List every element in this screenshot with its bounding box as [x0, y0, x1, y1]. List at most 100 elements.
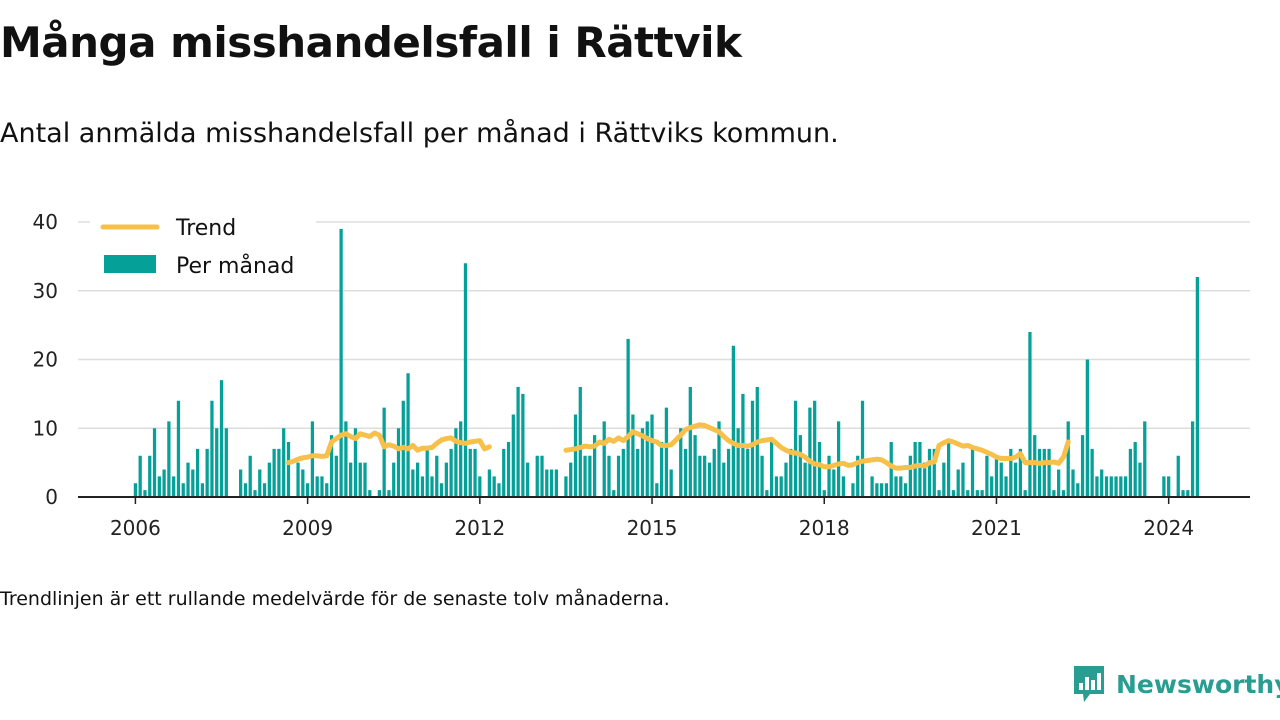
- bar: [779, 476, 783, 498]
- bar: [1104, 476, 1109, 498]
- legend-trend-label: Trend: [175, 216, 236, 241]
- bar: [880, 483, 884, 497]
- bar: [564, 476, 568, 498]
- bar: [1037, 448, 1042, 498]
- bar: [1090, 448, 1094, 498]
- bar: [631, 414, 635, 497]
- bar: [344, 421, 348, 498]
- bar: [937, 490, 941, 498]
- bar: [358, 462, 362, 498]
- bar: [1167, 476, 1171, 498]
- bar: [894, 476, 898, 498]
- bar: [181, 483, 185, 497]
- bar: [626, 338, 630, 498]
- bar: [707, 462, 712, 498]
- legend-bar-label: Per månad: [176, 253, 294, 279]
- bar: [239, 469, 243, 497]
- bar: [588, 455, 592, 497]
- y-tick-label: 10: [33, 416, 58, 440]
- bar: [990, 476, 994, 498]
- bar: [578, 387, 582, 497]
- bar: [793, 400, 798, 497]
- bar: [932, 448, 936, 498]
- bar: [459, 421, 463, 498]
- y-tick-label: 20: [33, 348, 58, 372]
- trend-line-segment: [285, 430, 492, 466]
- bar: [918, 442, 922, 497]
- bar: [172, 476, 176, 498]
- bar: [258, 469, 262, 497]
- bar: [152, 428, 157, 497]
- bar: [994, 455, 999, 497]
- bar: [664, 407, 669, 498]
- bar: [827, 455, 831, 497]
- chart: 0 10 20 30 40 2006 2009 2012 2015 2018 2021 2024 Tr…: [33, 210, 1250, 540]
- bar: [1095, 476, 1099, 498]
- bar: [554, 469, 558, 497]
- bar: [884, 483, 889, 497]
- bar: [851, 483, 855, 497]
- chart-subtitle: Antal anmälda misshandelsfall per månad …: [0, 118, 839, 149]
- bar: [349, 462, 353, 498]
- chart-title: Många misshandelsfall i Rättvik: [0, 18, 742, 67]
- bar: [210, 400, 214, 497]
- bar: [813, 400, 817, 497]
- bar: [1100, 469, 1104, 497]
- bar: [1018, 448, 1023, 498]
- bar: [889, 442, 893, 497]
- bar: [726, 448, 731, 498]
- bar: [746, 448, 750, 498]
- bar: [521, 393, 525, 498]
- bar: [803, 462, 807, 498]
- bar: [573, 414, 578, 497]
- legend: Trend Per månad: [90, 212, 316, 290]
- trend-line-segment: [563, 422, 1071, 471]
- bar: [502, 448, 506, 498]
- bar: [966, 490, 970, 498]
- bar: [760, 455, 764, 497]
- bar: [430, 476, 434, 498]
- bar: [215, 428, 219, 497]
- bar: [463, 263, 468, 497]
- bar: [478, 476, 482, 498]
- bar: [985, 455, 989, 497]
- bar: [1076, 483, 1080, 497]
- brand-logo[interactable]: Newsworthy: [1072, 662, 1280, 706]
- bar: [765, 490, 769, 498]
- bar: [282, 428, 286, 497]
- bar: [923, 462, 927, 498]
- bar: [1133, 442, 1137, 497]
- bar: [320, 476, 324, 498]
- bar: [454, 428, 458, 497]
- bar: [832, 469, 836, 497]
- bar: [808, 407, 812, 498]
- bar: [1181, 490, 1185, 498]
- bar: [1119, 476, 1123, 498]
- bar: [841, 476, 846, 498]
- bar: [856, 455, 860, 497]
- bar: [1033, 435, 1037, 498]
- bar: [913, 442, 917, 497]
- bar: [444, 462, 448, 498]
- bar: [1143, 421, 1147, 498]
- bar: [353, 428, 358, 497]
- bar: [540, 455, 544, 497]
- bar: [712, 448, 716, 498]
- bar: [717, 421, 721, 498]
- x-tick-label: 2009: [282, 516, 333, 540]
- bar: [679, 428, 683, 497]
- y-tick-label: 30: [33, 279, 58, 303]
- bar: [621, 448, 625, 498]
- bar: [272, 448, 276, 498]
- bar: [492, 476, 496, 498]
- bar: [224, 428, 228, 497]
- bar: [396, 428, 401, 497]
- bar: [416, 462, 420, 498]
- bar: [659, 442, 664, 497]
- bar: [406, 373, 410, 497]
- bar: [392, 462, 396, 498]
- x-tick-label: 2018: [799, 516, 850, 540]
- bar: [1028, 332, 1032, 497]
- trend-series: [285, 422, 1071, 471]
- bar: [473, 448, 477, 498]
